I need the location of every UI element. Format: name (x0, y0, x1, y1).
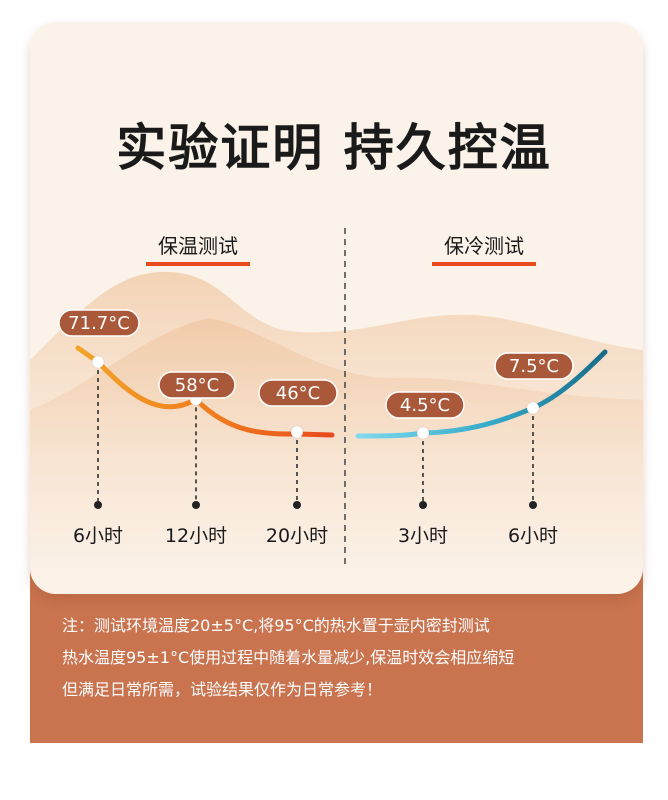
note-line: 但满足日常所需，试验结果仅作为日常参考！ (62, 680, 383, 699)
warm-point-3-data-label: 46°C (276, 383, 320, 404)
cold-point-2-badge (494, 352, 574, 380)
cold-test-label-text: 保冷测试 (444, 234, 524, 258)
warm-point-2-data-label: 58°C (175, 375, 219, 396)
cold-series-line (355, 349, 608, 439)
warm-point-3-tick-dot (293, 501, 301, 509)
cold-point-2-tick-dot (529, 501, 537, 509)
cold-point-1-point (416, 426, 430, 440)
warm-point-1-point (91, 355, 105, 369)
cold-test-underline (432, 262, 536, 266)
cold-point-2-data-label: 7.5°C (509, 356, 559, 377)
warm-point-1-tick-dot (94, 501, 102, 509)
cold-point-2-point (526, 401, 540, 415)
warm-point-2-tick-label: 12小时 (165, 525, 227, 547)
warm-point-2-badge (158, 371, 236, 399)
cold-point-1-badge (385, 391, 465, 419)
page-title: 实验证明 持久控温 (116, 119, 552, 177)
cold-point-2-tick-label: 6小时 (508, 525, 558, 547)
cold-point-1-tick-dot (419, 501, 427, 509)
warm-test-underline (146, 262, 250, 266)
note-line: 热水温度95±1°C使用过程中随着水量减少,保温时效会相应缩短 (62, 648, 515, 667)
warm-test-label-text: 保温测试 (158, 234, 238, 258)
warm-point-3-point (290, 425, 304, 439)
footer-note: 注：测试环境温度20±5°C,将95°C的热水置于壶内密封测试 热水温度95±1… (62, 610, 622, 706)
cold-point-1-tick-label: 3小时 (398, 525, 448, 547)
warm-point-1-tick-label: 6小时 (73, 525, 123, 547)
warm-point-3-badge (258, 379, 338, 407)
warm-test-label: 保温测试 (146, 230, 250, 266)
cold-test-label: 保冷测试 (432, 230, 536, 266)
warm-point-2-tick-dot (192, 501, 200, 509)
cold-point-1-data-label: 4.5°C (400, 395, 450, 416)
warm-point-1-badge (58, 309, 140, 337)
warm-point-1-data-label: 71.7°C (68, 313, 130, 334)
warm-point-3-tick-label: 20小时 (266, 525, 328, 547)
note-line: 注：测试环境温度20±5°C,将95°C的热水置于壶内密封测试 (62, 616, 490, 635)
